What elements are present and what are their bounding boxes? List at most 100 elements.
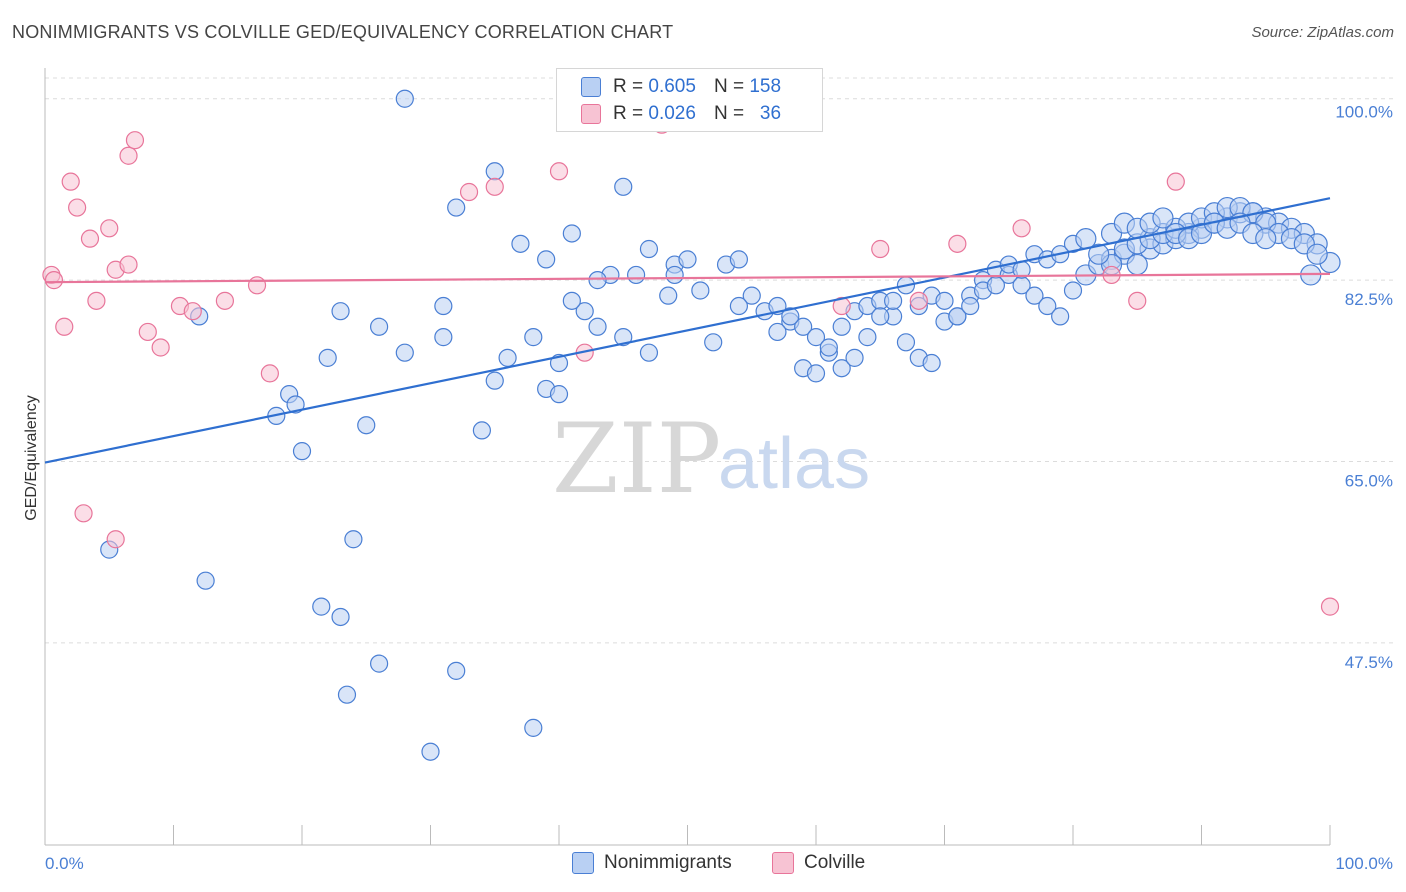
series-colville [42,89,1340,616]
legend-item-nonimmigrants[interactable]: Nonimmigrants [572,852,732,874]
nonimmigrants-point [485,371,504,390]
nonimmigrants-point [472,421,491,440]
nonimmigrants-point [357,416,376,435]
axes [44,68,1331,846]
colville-point [871,239,890,259]
legend-r-label: R = [613,103,644,124]
nonimmigrants-point [819,338,838,357]
nonimmigrants-point [511,234,530,253]
nonimmigrants-point [961,296,980,316]
nonimmigrants-point [742,286,761,305]
colville-point [68,198,87,217]
y-axis-label: GED/Equivalency [23,395,40,520]
nonimmigrants-point [370,654,389,673]
chart-title: NONIMMIGRANTS VS COLVILLE GED/EQUIVALENC… [12,22,674,42]
legend-swatch-nonimmigrants [572,852,594,874]
colville-point [215,291,234,310]
nonimmigrants-point [729,296,749,316]
nonimmigrants-point [896,333,916,352]
nonimmigrants-point [948,307,967,326]
nonimmigrants-point [871,307,890,326]
nonimmigrants-point [588,317,607,336]
nonimmigrants-point [331,607,350,627]
colville-point [125,131,145,150]
y-tick-label: 82.5% [1345,290,1393,309]
colville-point [55,317,74,336]
colville-point [106,530,125,549]
colville-point [549,162,569,181]
x-tick-labels: 0.0% 100.0% [45,854,1393,873]
colville-point [100,219,119,238]
nonimmigrants-point [883,291,903,310]
nonimmigrants-point [524,328,543,347]
nonimmigrants-point [1088,243,1110,265]
grid-lines [45,77,1395,644]
nonimmigrants-point [524,718,543,737]
nonimmigrants-point [768,322,787,342]
nonimmigrants-point [665,265,684,285]
nonimmigrants-point [1063,281,1083,300]
nonimmigrants-point [498,348,517,367]
nonimmigrants-point [639,343,659,362]
nonimmigrants-point [832,317,851,336]
legend-r-value: 0.026 [648,103,696,124]
nonimmigrants-point [370,317,389,336]
nonimmigrants-point [562,291,581,310]
x-tick-label: 100.0% [1335,854,1393,873]
nonimmigrants-point [485,162,504,181]
nonimmigrants-point [421,742,440,761]
legend-n-label: N = [713,103,745,124]
nonimmigrants-point [549,385,569,404]
colville-point [74,504,93,523]
legend-row-colville: R = 0.026 N = 36 [581,102,781,126]
legend-label-nonimmigrants: Nonimmigrants [604,852,732,873]
nonimmigrants-point [434,328,453,347]
colville-point [119,146,138,165]
nonimmigrants-point [704,333,723,352]
nonimmigrants-point [922,353,941,373]
legend-item-colville[interactable]: Colville [772,852,865,874]
legend-r-label: R = [613,76,644,97]
colville-point [1320,597,1340,616]
colville-point [260,364,279,383]
nonimmigrants-point [1051,307,1070,326]
nonimmigrants-point [292,442,312,461]
nonimmigrants-point [1152,207,1174,229]
legend-swatch-blue [581,77,601,97]
nonimmigrants-point [447,198,466,217]
stats-legend: R = 0.605 N = 158 R = 0.026 N = 36 [556,68,823,132]
legend-row-nonimmigrants: R = 0.605 N = 158 [581,75,781,99]
legend-label-colville: Colville [804,852,866,873]
nonimmigrants-point [1255,228,1277,250]
watermark: ZIP atlas [552,403,870,515]
nonimmigrants-point [286,395,305,414]
colville-point [61,172,80,191]
colville-point [119,255,138,274]
colville-point [459,182,479,202]
nonimmigrants-point [434,296,453,316]
nonimmigrants-point [832,359,851,378]
nonimmigrants-point [678,250,697,269]
legend-n-value: 158 [749,76,782,97]
colville-point [44,271,64,290]
nonimmigrants-point [614,177,633,196]
legend-n-value: 36 [759,103,782,124]
colville-point [1166,172,1185,191]
colville-point [909,291,928,310]
legend-r-value: 0.605 [648,76,696,97]
nonimmigrants-point [794,317,813,336]
nonimmigrants-point [935,291,954,310]
nonimmigrants-point [196,571,215,590]
colville-point [1128,291,1147,310]
nonimmigrants-point [1306,243,1328,265]
colville-point [948,234,967,253]
nonimmigrants-point [395,89,414,108]
nonimmigrants-point [806,328,826,347]
y-tick-label: 65.0% [1345,472,1393,491]
nonimmigrants-point [1038,296,1057,316]
colville-point [87,291,106,310]
nonimmigrants-point [639,239,659,259]
nonimmigrants-point [312,597,331,616]
colville-point [1012,219,1031,238]
